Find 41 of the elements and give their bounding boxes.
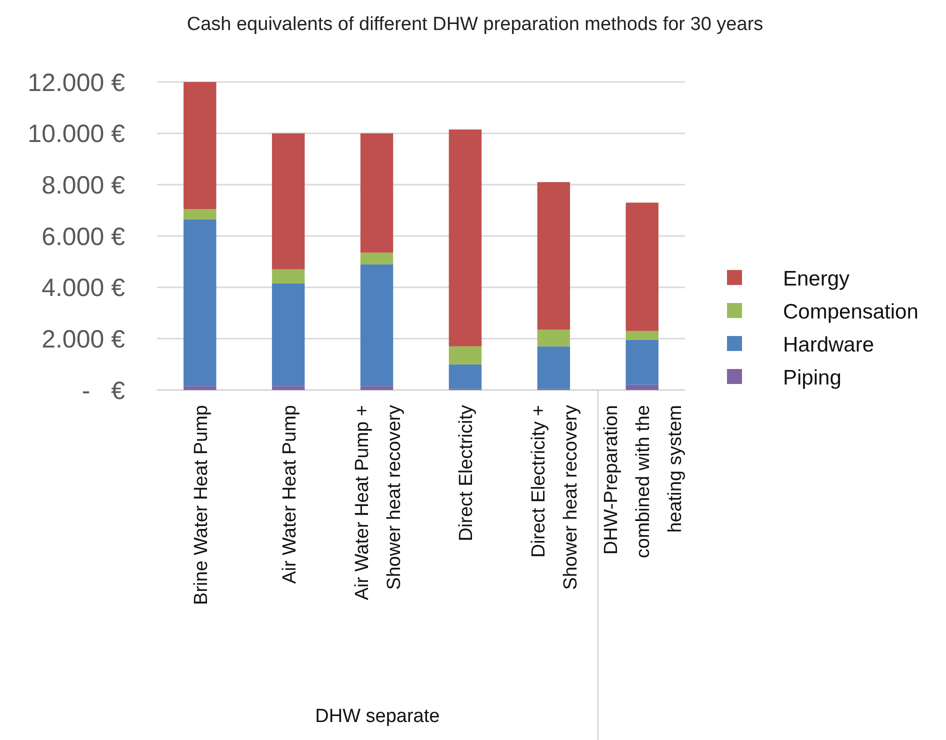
bar: [626, 384, 658, 390]
y-tick-label: 12.000 €: [28, 68, 126, 97]
y-tick-label: - €: [82, 376, 126, 405]
bar: [448, 364, 482, 389]
bar: [537, 182, 570, 330]
bar: [272, 269, 305, 284]
bar: [626, 202, 658, 331]
x-tick-label: Air Water Heat Pump + Shower heat recovery: [352, 404, 405, 600]
bar: [272, 283, 305, 386]
x-tick-label: DHW-Preparation combined with the heating system: [601, 405, 686, 558]
y-tick-label: 6.000 €: [42, 222, 126, 251]
y-tick-label: 10.000 €: [28, 120, 126, 148]
bar: [626, 340, 658, 385]
bar: [360, 133, 394, 253]
bar: [272, 386, 305, 390]
bar: [448, 346, 482, 364]
legend-label: Piping: [783, 366, 842, 390]
y-tick-label: 8.000 €: [42, 171, 126, 200]
y-tick-label: 4.000 €: [42, 274, 126, 302]
x-tick-label: Brine Water Heat Pump: [190, 405, 212, 605]
text: DHW separate: [315, 706, 440, 727]
legend-label: Hardware: [783, 333, 874, 356]
bar: [272, 133, 305, 270]
bar: [537, 330, 570, 346]
bar: [626, 330, 658, 340]
bar: [448, 129, 482, 346]
x-tick-label: Air Water Heat Pump: [279, 405, 300, 584]
bar: [360, 252, 394, 264]
bar: [184, 386, 216, 390]
bar: [184, 209, 216, 220]
bar: [184, 219, 216, 386]
bar: [537, 346, 570, 389]
x-tick-label: Direct Electricity + Shower heat recovery: [528, 404, 582, 590]
chart-title: Cash equivalents of different DHW preparation methods for 30 years: [186, 14, 764, 35]
y-tick-label: 2.000 €: [42, 325, 126, 354]
bar: [184, 82, 216, 210]
bar: [360, 386, 394, 390]
legend-label: Compensation: [783, 300, 918, 324]
legend-label: Energy: [783, 267, 850, 290]
x-tick-label: Direct Electricity: [456, 404, 478, 542]
bar: [360, 264, 394, 386]
